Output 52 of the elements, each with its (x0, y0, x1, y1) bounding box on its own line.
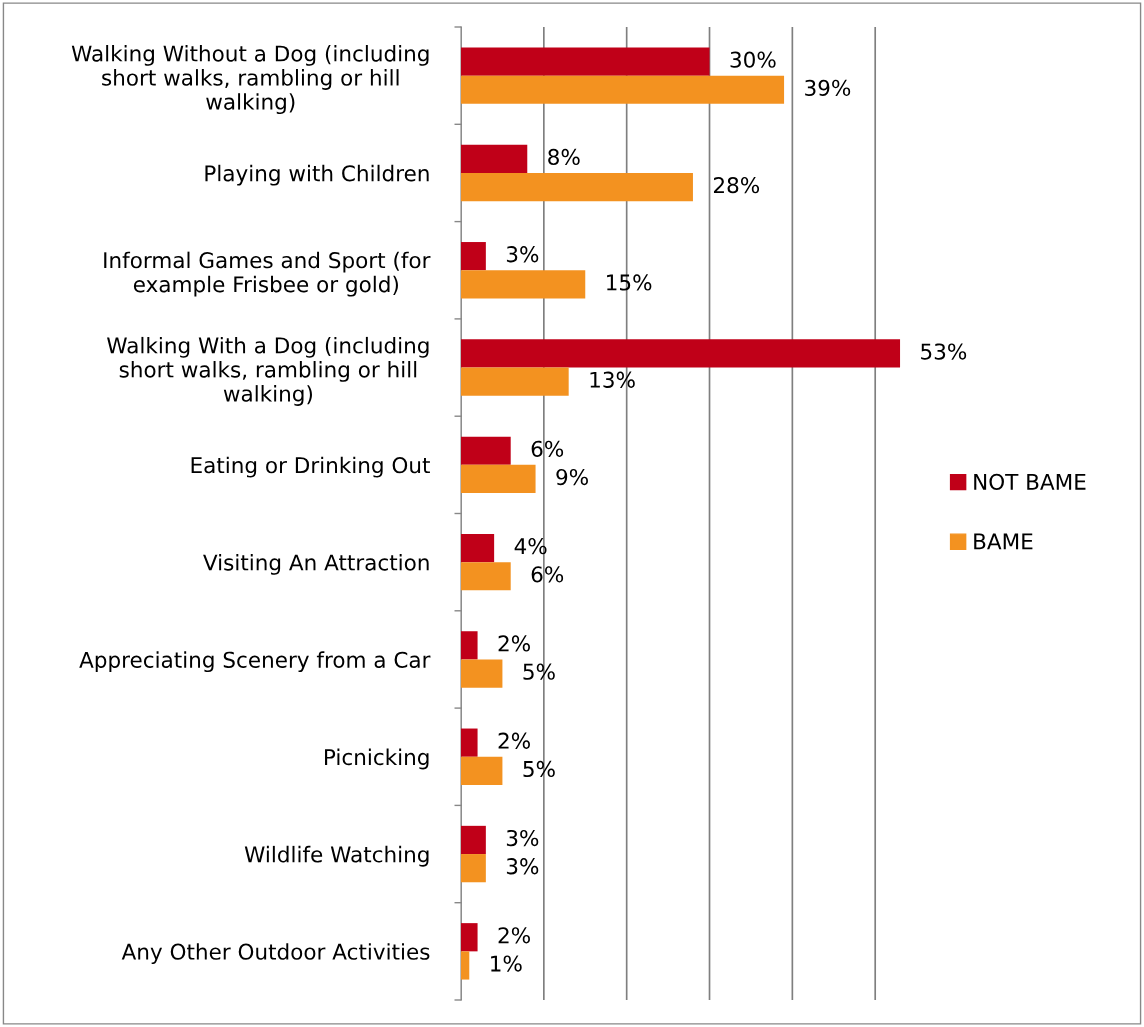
bar (461, 631, 478, 660)
bar (461, 242, 486, 271)
data-label: 9% (556, 468, 588, 486)
data-label: 5% (523, 760, 555, 778)
legend-label: NOT BAME (974, 473, 1086, 490)
data-label: 4% (514, 538, 547, 555)
data-label: 15% (607, 274, 652, 291)
bar (461, 144, 528, 173)
y-tick-label: Picnicking (325, 748, 429, 770)
y-tick-label: Walking With a Dog (including short walks, rambling or hill walking) (107, 336, 429, 406)
data-label: 2% (498, 635, 530, 652)
data-label: 39% (805, 79, 851, 96)
bar (461, 436, 511, 465)
bar (461, 464, 536, 494)
bar (461, 951, 470, 980)
y-tick-label: Playing with Children (205, 164, 429, 186)
data-label: 30% (730, 51, 776, 68)
bar (461, 825, 486, 855)
y-tick-label: Walking Without a Dog (including short walks, rambling or hill walking) (71, 45, 429, 115)
bar (461, 270, 586, 299)
y-tick-label: Appreciating Scenery from a Car (79, 651, 431, 673)
data-label: 6% (531, 566, 564, 583)
data-label: 1% (491, 955, 522, 972)
data-label: 3% (506, 829, 539, 847)
y-tick-label: Eating or Drinking Out (191, 456, 430, 478)
bar (461, 854, 486, 883)
bar (461, 756, 503, 785)
data-label: 53% (921, 343, 967, 360)
bar (461, 728, 478, 757)
y-tick-label: Wildlife Watching (244, 845, 429, 867)
data-label: 6% (531, 440, 564, 457)
y-tick-label: Informal Games and Sport (for example Frisbee or gold) (104, 251, 431, 297)
data-label: 8% (548, 148, 580, 166)
data-label: 28% (713, 177, 760, 194)
bar (461, 339, 901, 368)
bar (461, 47, 710, 76)
bar (461, 75, 785, 104)
bar (461, 533, 495, 563)
legend-label: BAME (974, 533, 1033, 550)
data-label: 2% (498, 732, 530, 749)
bar (461, 367, 569, 396)
y-tick-label: Visiting An Attraction (203, 553, 429, 575)
bar (461, 659, 503, 688)
data-label: 13% (590, 371, 635, 388)
data-label: 5% (523, 663, 555, 680)
bar (461, 923, 478, 952)
data-label: 3% (506, 246, 539, 263)
data-label: 3% (506, 858, 539, 875)
bar (461, 172, 693, 202)
y-tick-label: Any Other Outdoor Activities (121, 943, 430, 965)
bar (461, 562, 511, 591)
data-label: 2% (498, 927, 530, 944)
